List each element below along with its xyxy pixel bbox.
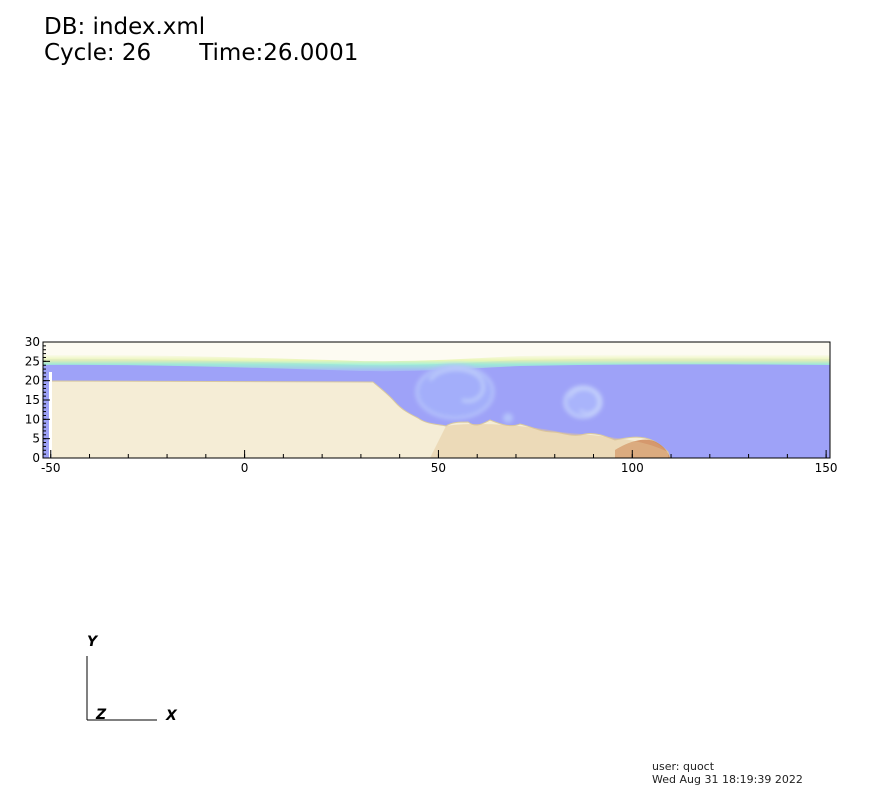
triad-y-label: Y xyxy=(87,634,98,650)
vortex-tiny xyxy=(503,413,513,423)
cycle-time-row: Cycle: 26 Time:26.0001 xyxy=(44,40,358,66)
x-axis: -50 0 50 100 150 xyxy=(41,450,838,475)
y-tick-label: 10 xyxy=(25,412,40,426)
y-tick-label: 30 xyxy=(25,335,40,349)
user-label: user: quoct xyxy=(652,760,715,773)
left-wall-edge xyxy=(49,372,52,458)
surface-band xyxy=(43,354,830,372)
time-label: Time:26.0001 xyxy=(199,40,359,66)
x-tick-label: 100 xyxy=(621,461,644,475)
vortex-structures xyxy=(415,364,603,423)
triad-x-label: X xyxy=(166,708,177,724)
x-tick-label: -50 xyxy=(41,461,61,475)
vortex-small-curl xyxy=(569,388,600,415)
axis-triad xyxy=(86,656,157,721)
y-tick-label: 0 xyxy=(32,451,40,465)
user-info: user: quoct Wed Aug 31 18:19:39 2022 xyxy=(652,760,803,786)
triad-z-label: Z xyxy=(96,707,107,723)
y-axis: 0 5 10 15 20 25 30 xyxy=(25,335,50,465)
sediment-speckle-zone xyxy=(430,424,668,458)
sediment-bed xyxy=(43,380,671,458)
vortex-small xyxy=(563,385,603,419)
sediment-dark-toe xyxy=(615,439,670,458)
x-tick-label: 50 xyxy=(431,461,446,475)
y-tick-label: 15 xyxy=(25,393,40,407)
y-tick-label: 20 xyxy=(25,374,40,388)
title-block: DB: index.xml Cycle: 26 Time:26.0001 xyxy=(44,14,358,66)
vortex-large-curl xyxy=(428,367,485,403)
x-tick-label: 150 xyxy=(815,461,838,475)
y-tick-label: 25 xyxy=(25,354,40,368)
db-label: DB: index.xml xyxy=(44,14,206,40)
date-label: Wed Aug 31 18:19:39 2022 xyxy=(652,773,803,786)
field-image xyxy=(43,342,830,458)
x-tick-label: 0 xyxy=(241,461,249,475)
cycle-label: Cycle: 26 xyxy=(44,40,152,66)
vortex-large xyxy=(415,364,495,420)
y-tick-label: 5 xyxy=(32,432,40,446)
